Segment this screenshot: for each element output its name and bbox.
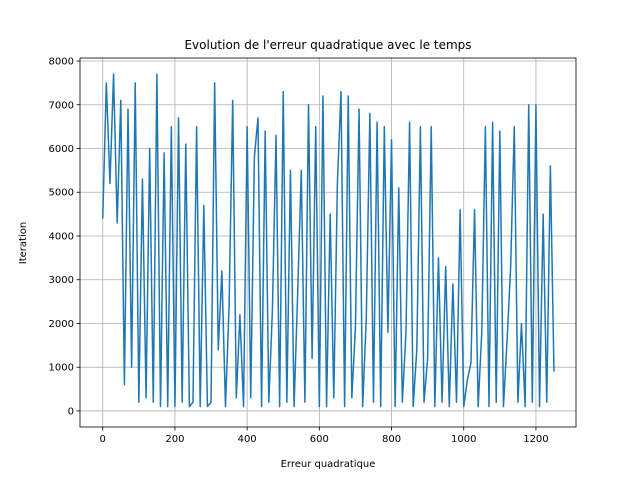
y-axis-label: Iteration xyxy=(18,222,29,264)
x-tick-label: 1200 xyxy=(523,434,548,445)
y-tick-label: 8000 xyxy=(49,57,74,68)
y-tick-label: 5000 xyxy=(49,188,74,199)
axes-frame xyxy=(79,57,577,428)
x-tick-label: 200 xyxy=(165,434,184,445)
x-tick-label: 0 xyxy=(100,434,106,445)
y-tick-label: 3000 xyxy=(49,275,74,286)
x-tick-label: 1000 xyxy=(451,434,476,445)
y-tick-label: 0 xyxy=(68,406,74,417)
y-tick-label: 4000 xyxy=(49,231,74,242)
x-tick-label: 400 xyxy=(238,434,257,445)
y-tick-label: 2000 xyxy=(49,319,74,330)
x-tick-label: 600 xyxy=(310,434,329,445)
y-tick-label: 1000 xyxy=(49,363,74,374)
x-axis-label: Erreur quadratique xyxy=(281,459,376,470)
data-line xyxy=(101,73,555,408)
chart-title: Evolution de l'erreur quadratique avec l… xyxy=(184,38,471,52)
y-tick-label: 7000 xyxy=(49,100,74,111)
x-tick-label: 800 xyxy=(382,434,401,445)
y-tick-label: 6000 xyxy=(49,144,74,155)
